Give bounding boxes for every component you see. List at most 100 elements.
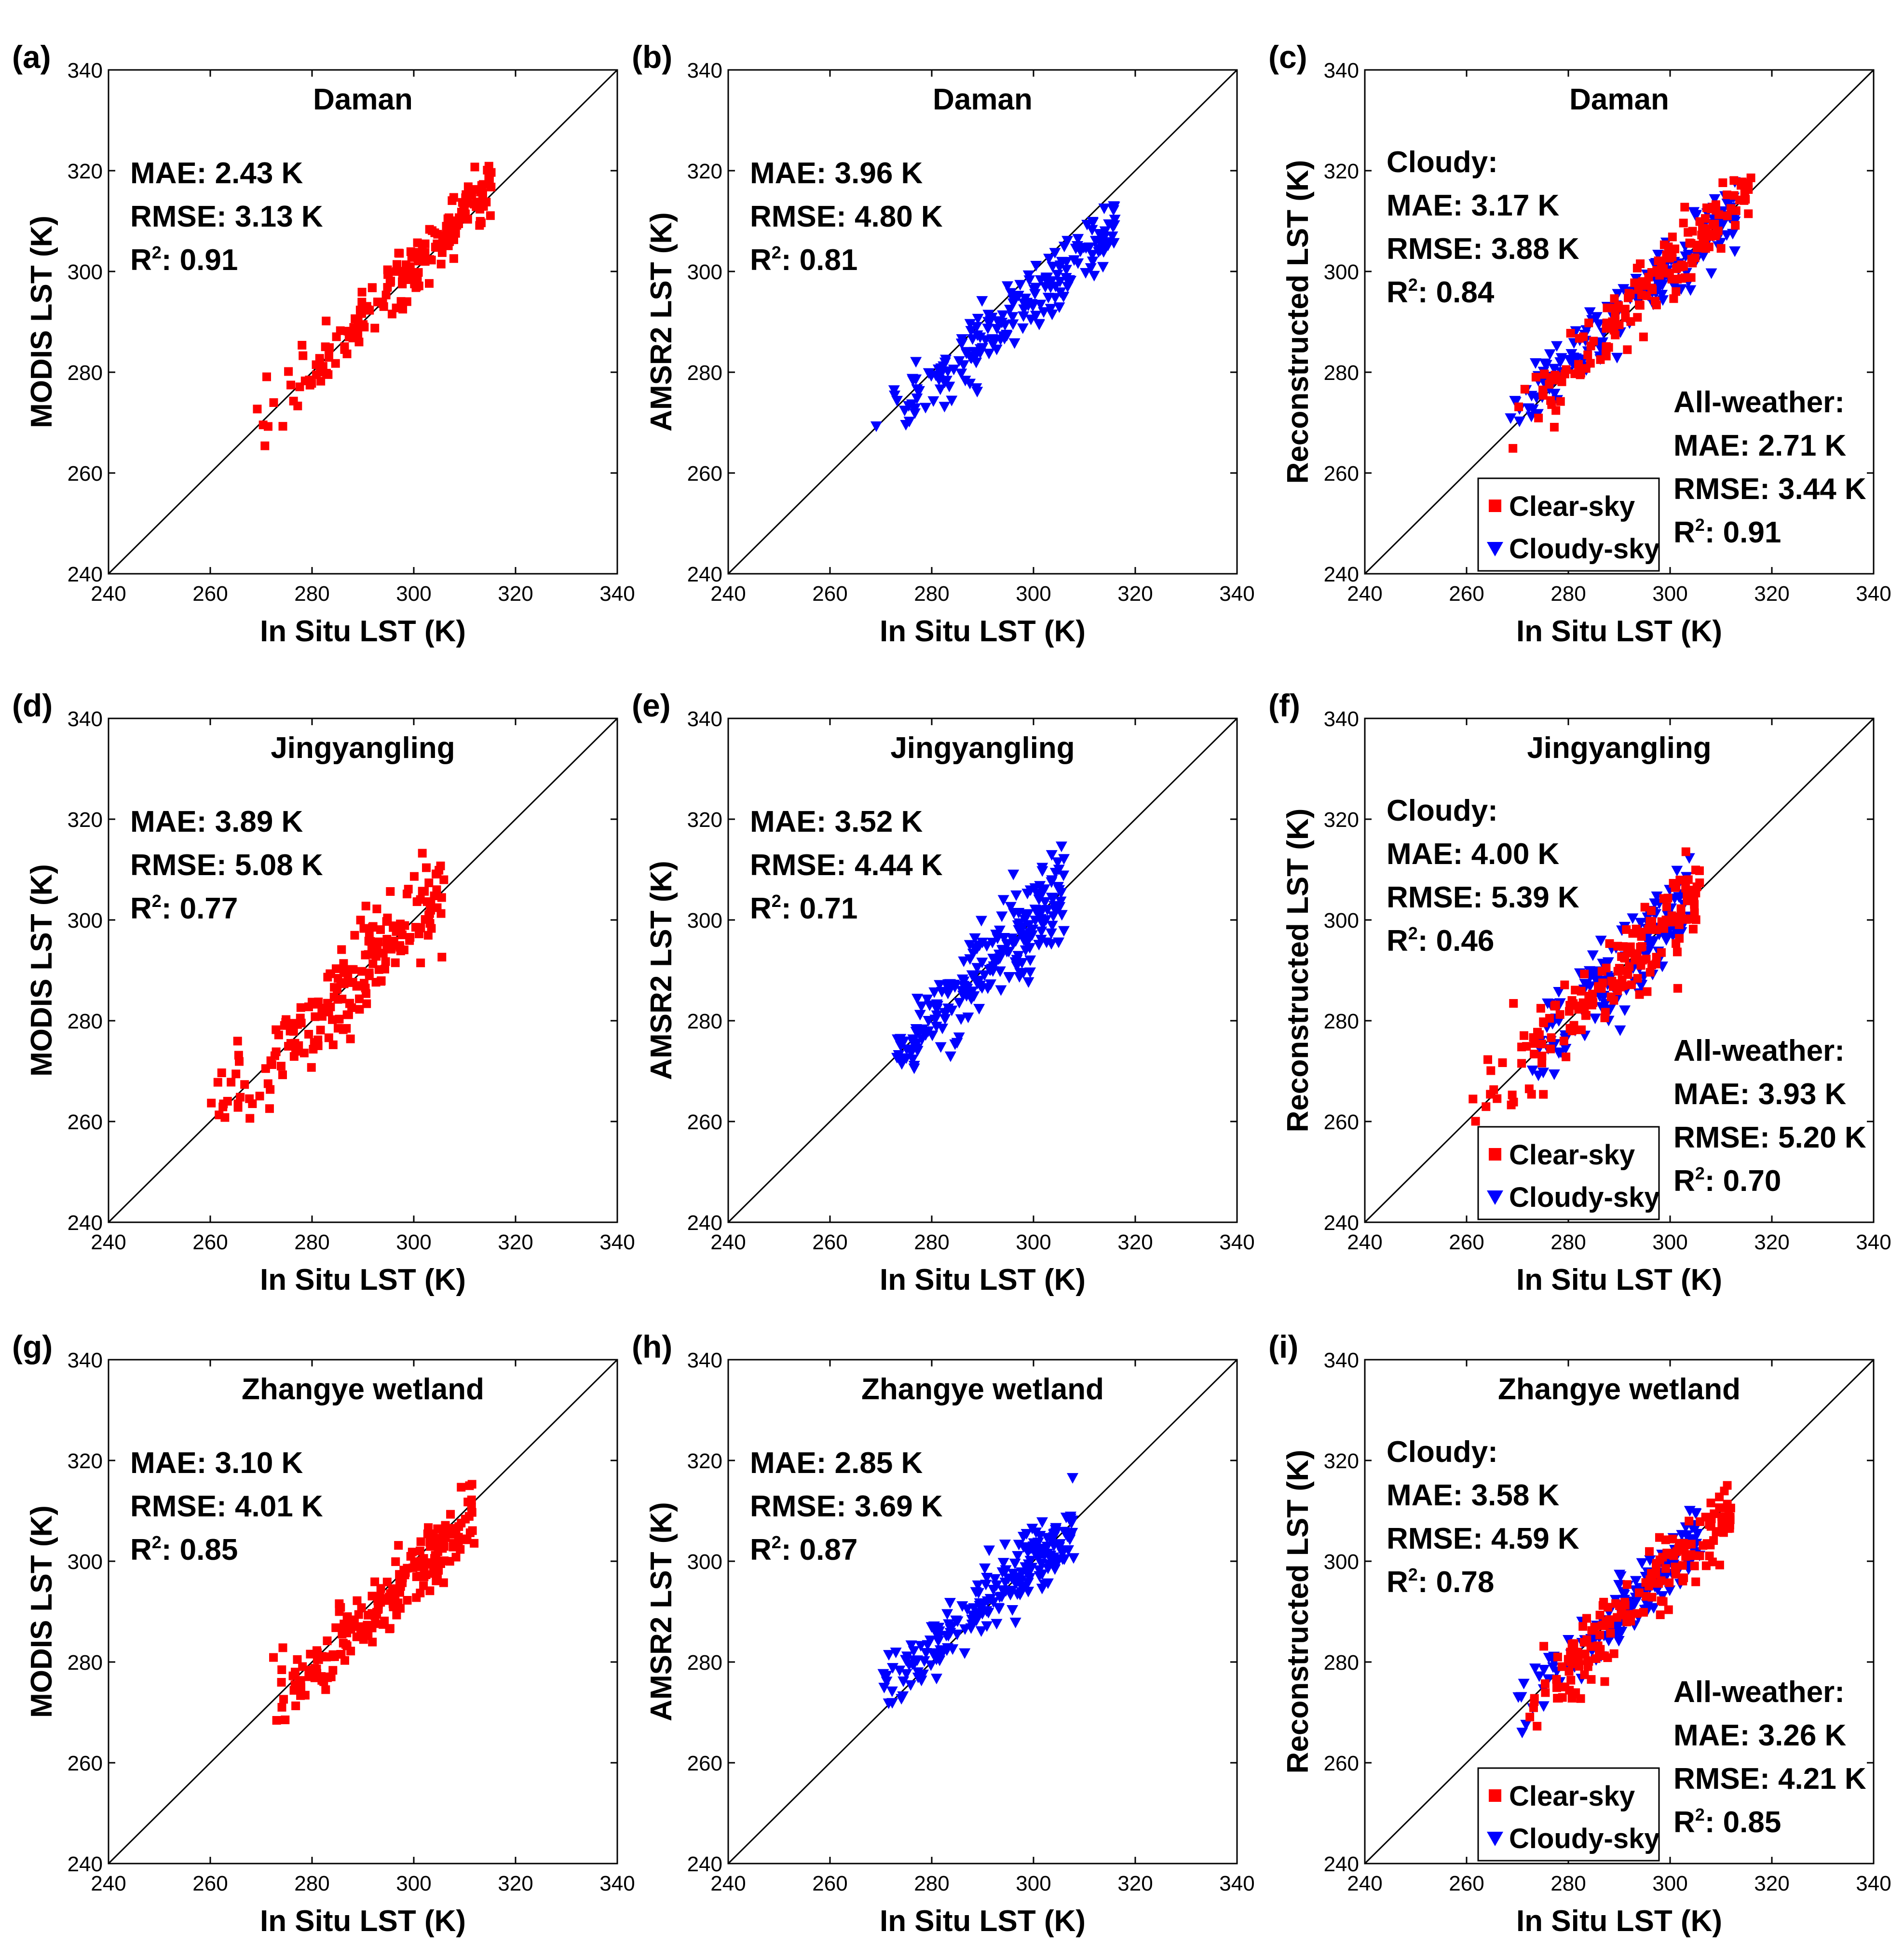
point-clear-sky xyxy=(1578,1622,1588,1631)
y-tick-label: 280 xyxy=(68,361,103,385)
x-tick-label: 340 xyxy=(1219,1230,1254,1254)
point-modis xyxy=(361,902,370,911)
y-tick-label: 340 xyxy=(687,707,722,731)
point-modis xyxy=(419,1554,428,1563)
point-amsr2 xyxy=(1058,1554,1070,1565)
point-clear-sky xyxy=(1596,355,1605,364)
point-modis xyxy=(328,1666,338,1675)
point-clear-sky xyxy=(1679,1546,1688,1555)
point-modis xyxy=(213,1078,222,1087)
point-amsr2 xyxy=(1014,280,1026,291)
point-clear-sky xyxy=(1607,303,1617,312)
point-amsr2 xyxy=(1028,284,1040,296)
point-cloudy-sky xyxy=(1595,1002,1607,1013)
stat-line: R2: 0.91 xyxy=(130,243,238,277)
point-amsr2 xyxy=(956,334,968,345)
point-clear-sky xyxy=(1699,1541,1708,1550)
point-amsr2 xyxy=(964,319,976,330)
panel-label: (d) xyxy=(12,688,53,723)
point-modis xyxy=(402,297,411,306)
stat-line: MAE: 3.10 K xyxy=(130,1446,303,1480)
legend-label: Clear-sky xyxy=(1509,1139,1635,1171)
x-axis-label: In Situ LST (K) xyxy=(1516,1263,1722,1297)
point-modis xyxy=(328,1015,337,1024)
point-clear-sky xyxy=(1562,365,1571,374)
point-modis xyxy=(278,1643,287,1652)
point-clear-sky xyxy=(1633,974,1642,983)
y-tick-label: 320 xyxy=(687,160,722,183)
point-cloudy-sky xyxy=(1615,1571,1627,1582)
point-clear-sky xyxy=(1709,220,1718,230)
point-amsr2 xyxy=(983,1545,995,1556)
point-cloudy-sky xyxy=(1619,1005,1631,1016)
point-clear-sky xyxy=(1671,1562,1680,1571)
point-clear-sky xyxy=(1514,402,1523,411)
stat-text: R xyxy=(750,892,772,925)
point-amsr2 xyxy=(924,1000,936,1011)
point-clear-sky xyxy=(1632,264,1642,273)
point-amsr2 xyxy=(927,396,939,407)
point-amsr2 xyxy=(1087,257,1099,268)
point-amsr2 xyxy=(1024,885,1036,896)
point-modis xyxy=(484,173,493,182)
point-amsr2 xyxy=(1023,275,1035,286)
point-amsr2 xyxy=(973,1004,985,1015)
point-cloudy-sky xyxy=(1570,353,1582,364)
point-clear-sky xyxy=(1647,284,1657,293)
point-clear-sky xyxy=(1684,875,1693,884)
point-modis xyxy=(387,1592,396,1601)
point-amsr2 xyxy=(993,1604,1005,1615)
point-amsr2 xyxy=(888,385,900,396)
scatter-points xyxy=(269,1480,479,1725)
x-tick-label: 340 xyxy=(1219,582,1254,606)
point-amsr2 xyxy=(1055,896,1067,907)
point-amsr2 xyxy=(994,966,1006,977)
y-tick-label: 260 xyxy=(687,1752,722,1775)
point-amsr2 xyxy=(944,1598,956,1609)
point-modis xyxy=(424,878,434,887)
point-modis xyxy=(339,1625,348,1634)
point-cloudy-sky xyxy=(1555,1047,1567,1058)
point-clear-sky xyxy=(1688,258,1697,268)
point-cloudy-sky xyxy=(1583,966,1595,977)
point-clear-sky xyxy=(1587,1675,1596,1684)
point-amsr2 xyxy=(969,933,981,944)
point-amsr2 xyxy=(972,1610,984,1622)
x-tick-label: 280 xyxy=(1550,1872,1586,1895)
point-amsr2 xyxy=(1038,307,1050,318)
scatter-points xyxy=(1512,1481,1735,1739)
point-amsr2 xyxy=(907,1037,919,1048)
stat-sup: 2 xyxy=(1408,923,1418,943)
legend: Clear-sky Cloudy-sky xyxy=(1477,477,1660,572)
point-clear-sky xyxy=(1509,444,1518,453)
stat-text: R xyxy=(1673,1806,1695,1839)
legend-marker-square xyxy=(1489,1148,1501,1161)
point-amsr2 xyxy=(898,405,911,417)
point-clear-sky xyxy=(1673,984,1682,993)
point-clear-sky xyxy=(1575,334,1584,343)
point-clear-sky xyxy=(1651,959,1660,969)
point-modis xyxy=(318,1012,327,1021)
y-tick-label: 340 xyxy=(1324,59,1359,82)
point-amsr2 xyxy=(1001,939,1013,950)
point-amsr2 xyxy=(1027,924,1039,935)
point-modis xyxy=(294,1041,303,1050)
point-clear-sky xyxy=(1657,948,1666,957)
point-clear-sky xyxy=(1689,1551,1699,1560)
stat-sup: 2 xyxy=(772,891,781,911)
point-amsr2 xyxy=(1024,943,1036,954)
point-clear-sky xyxy=(1669,294,1678,303)
point-amsr2 xyxy=(976,296,988,307)
point-modis xyxy=(413,276,422,285)
point-modis xyxy=(278,1070,287,1080)
point-clear-sky xyxy=(1659,269,1668,278)
point-clear-sky xyxy=(1525,1713,1535,1722)
stat-sup: 2 xyxy=(1408,275,1418,295)
point-amsr2 xyxy=(1099,226,1111,237)
point-amsr2 xyxy=(957,990,969,1001)
point-clear-sky xyxy=(1540,1679,1550,1688)
point-clear-sky xyxy=(1537,1058,1547,1068)
